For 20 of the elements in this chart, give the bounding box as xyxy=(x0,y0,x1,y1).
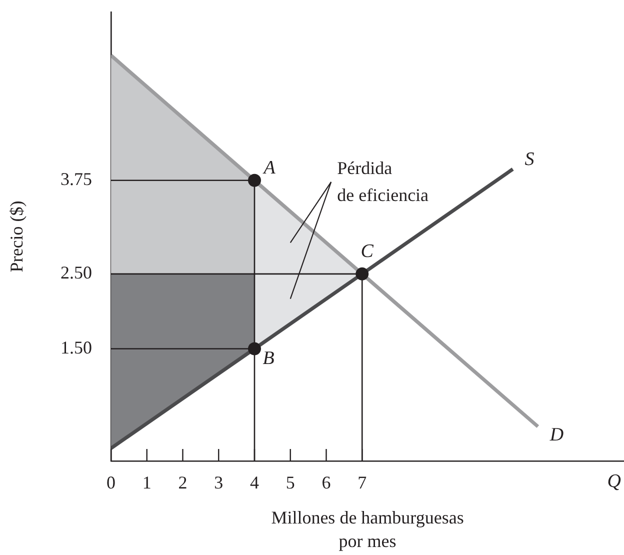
series-label: S xyxy=(524,149,535,170)
text: Q xyxy=(607,471,622,492)
y-tick-label: 1.50 xyxy=(60,337,92,358)
annotation: B xyxy=(262,348,275,369)
series-label: D xyxy=(548,424,564,446)
x-tick-label: 4 xyxy=(250,472,259,493)
annotation: A xyxy=(262,157,276,178)
x-tick-label: 2 xyxy=(178,472,188,493)
y-axis-title: Precio ($) xyxy=(6,200,26,272)
x-tick-label: 5 xyxy=(286,472,295,493)
x-tick-label: 6 xyxy=(322,472,331,493)
y-tick-label: 3.75 xyxy=(60,169,92,190)
annotation: C xyxy=(360,240,374,262)
x-axis-title: Millones de hamburguesas por mes xyxy=(271,508,464,552)
x-tick-label: 1 xyxy=(142,472,152,493)
y-tick-label: 2.50 xyxy=(60,262,92,283)
x-tick-label: 7 xyxy=(358,472,367,493)
annotation: Pérdida de eficiencia xyxy=(337,158,429,205)
x-tick-label: 0 xyxy=(106,472,116,493)
x-tick-label: 3 xyxy=(214,472,224,493)
